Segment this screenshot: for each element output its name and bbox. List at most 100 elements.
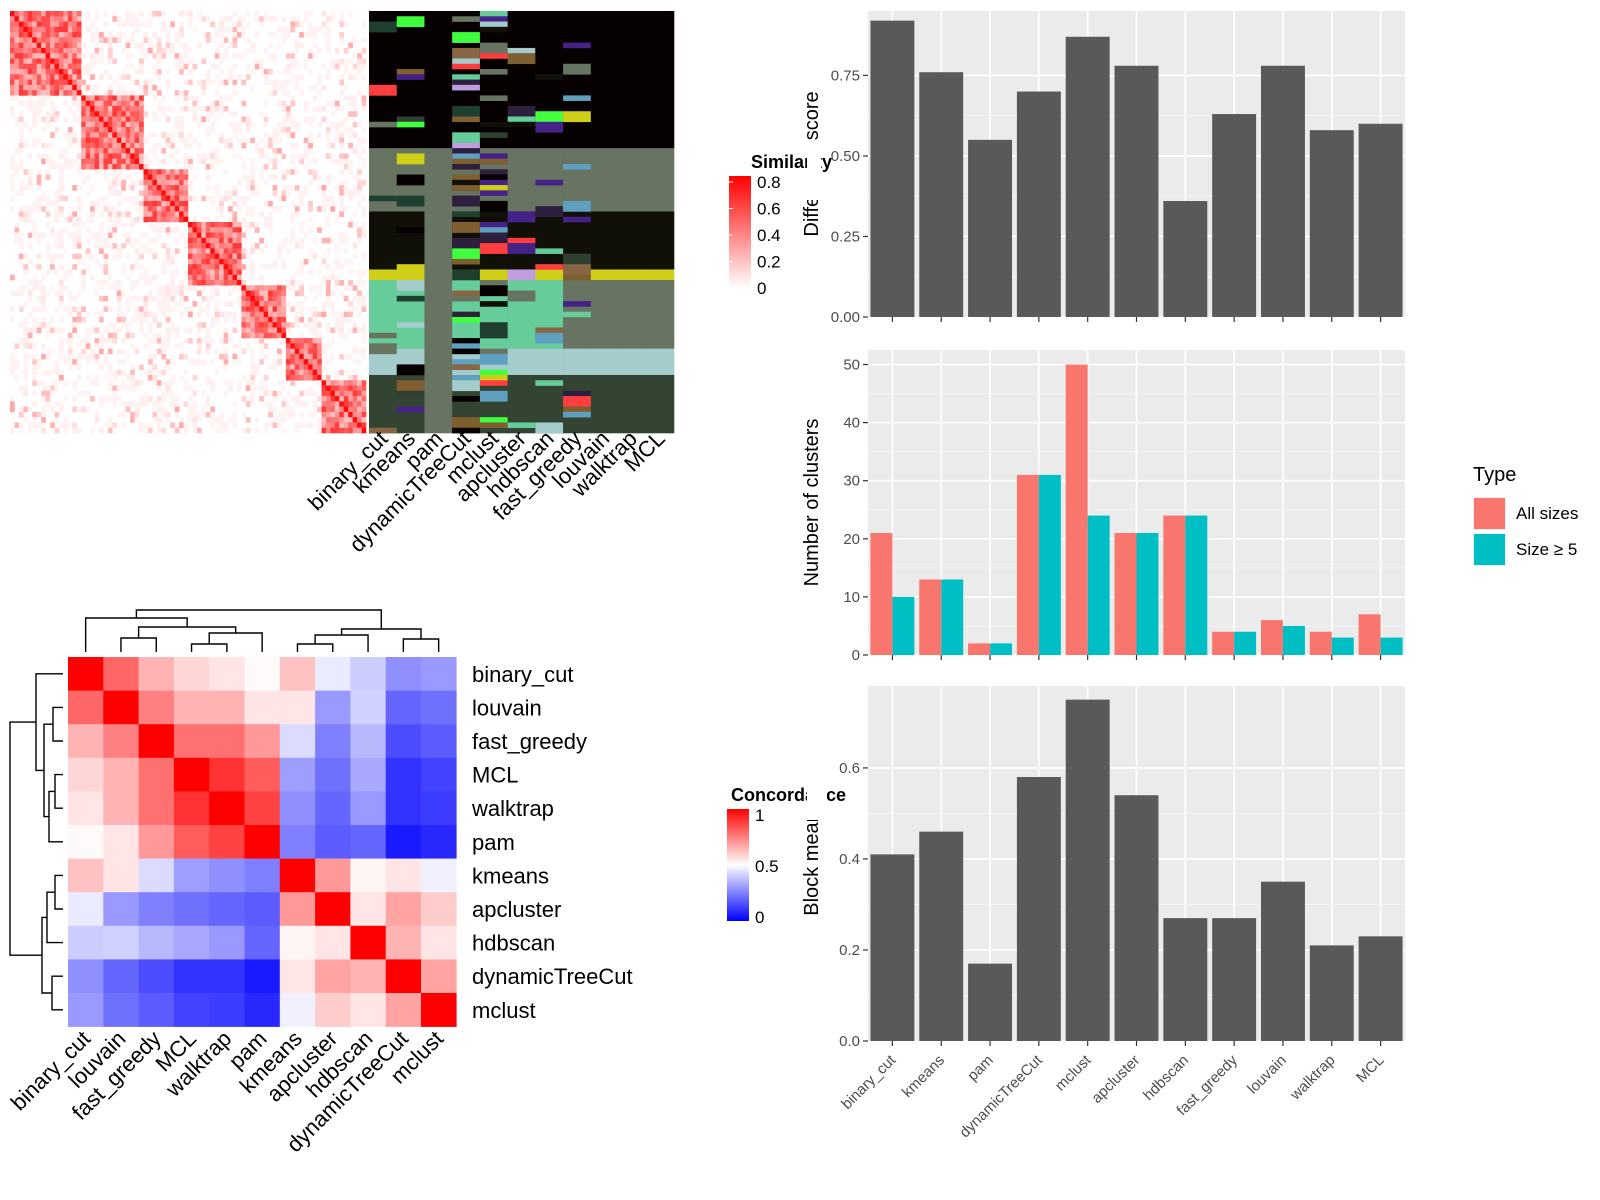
similarity-cell: [54, 74, 60, 80]
label-segment: [507, 37, 536, 43]
similarity-cell: [196, 11, 202, 17]
similarity-cell: [130, 216, 135, 223]
similarity-cell: [152, 211, 158, 218]
similarity-cell: [348, 58, 353, 65]
similarity-cell: [348, 285, 353, 291]
concordance-cell: [315, 825, 351, 859]
similarity-cell: [161, 390, 167, 397]
similarity-cell: [196, 290, 202, 297]
similarity-cell: [147, 295, 153, 302]
bar: [968, 139, 1013, 317]
label-segment: [369, 195, 398, 202]
similarity-cell: [67, 74, 73, 80]
similarity-cell: [312, 359, 318, 365]
similarity-cell: [321, 253, 327, 260]
similarity-cell: [85, 111, 91, 117]
similarity-cell: [201, 253, 207, 260]
similarity-cell: [308, 390, 313, 397]
similarity-cell: [290, 380, 296, 386]
similarity-cell: [205, 37, 211, 43]
similarity-cell: [210, 248, 215, 254]
similarity-cell: [90, 142, 95, 149]
similarity-cell: [192, 216, 198, 223]
similarity-cell: [50, 200, 55, 207]
similarity-cell: [165, 169, 171, 175]
similarity-cell: [161, 195, 167, 202]
similarity-cell: [192, 237, 198, 244]
similarity-cell: [325, 396, 331, 402]
similarity-cell: [41, 116, 46, 123]
similarity-cell: [85, 100, 91, 107]
similarity-cell: [72, 222, 78, 228]
similarity-cell: [45, 32, 51, 38]
similarity-cell: [121, 359, 126, 365]
similarity-cell: [134, 79, 140, 86]
similarity-cell: [147, 237, 153, 244]
similarity-cell: [72, 237, 78, 244]
similarity-cell: [308, 116, 313, 123]
similarity-cell: [183, 153, 189, 160]
similarity-cell: [303, 338, 309, 344]
similarity-cell: [152, 111, 158, 117]
similarity-cell: [67, 348, 73, 355]
similarity-cell: [125, 116, 131, 123]
similarity-cell: [303, 142, 309, 149]
similarity-cell: [143, 179, 149, 186]
similarity-cell: [112, 16, 118, 22]
similarity-cell: [245, 127, 251, 133]
similarity-cell: [76, 390, 82, 397]
similarity-cell: [45, 174, 51, 181]
similarity-cell: [27, 353, 33, 360]
label-segment: [507, 237, 536, 244]
similarity-cell: [170, 105, 175, 112]
bar: [1309, 631, 1332, 655]
similarity-cell: [339, 16, 345, 22]
similarity-cell: [254, 322, 260, 328]
similarity-cell: [317, 422, 322, 429]
similarity-cell: [121, 179, 126, 186]
similarity-cell: [27, 338, 33, 344]
similarity-cell: [116, 280, 122, 286]
similarity-cell: [170, 374, 175, 381]
similarity-cell: [281, 301, 287, 307]
label-band: [424, 148, 453, 212]
similarity-cell: [58, 53, 64, 59]
similarity-cell: [210, 380, 215, 386]
similarity-cell: [348, 269, 353, 276]
similarity-cell: [116, 295, 122, 302]
similarity-cell: [192, 390, 198, 397]
similarity-cell: [339, 353, 345, 360]
similarity-cell: [312, 295, 318, 302]
similarity-cell: [325, 295, 331, 302]
similarity-cell: [99, 137, 104, 144]
concordance-cell: [103, 959, 139, 994]
similarity-cell: [352, 132, 358, 138]
similarity-cell: [161, 427, 167, 434]
concordance-cell: [315, 657, 351, 691]
similarity-cell: [32, 232, 37, 239]
similarity-cell: [294, 280, 300, 286]
label-band: [618, 269, 647, 281]
similarity-cell: [165, 195, 171, 202]
similarity-cell: [41, 306, 46, 312]
similarity-cell: [281, 174, 287, 181]
similarity-cell: [268, 158, 273, 165]
similarity-cell: [161, 243, 167, 249]
similarity-cell: [94, 411, 100, 418]
concordance-cell: [209, 757, 245, 792]
similarity-cell: [219, 243, 224, 249]
similarity-cell: [343, 369, 349, 376]
similarity-cell: [245, 311, 251, 318]
similarity-cell: [170, 401, 175, 407]
similarity-cell: [299, 338, 304, 344]
similarity-cell: [352, 63, 358, 70]
similarity-cell: [134, 137, 140, 144]
similarity-cell: [259, 285, 264, 291]
similarity-cell: [357, 137, 362, 144]
concordance-cell: [244, 657, 281, 691]
similarity-cell: [107, 90, 113, 96]
similarity-cell: [58, 285, 64, 291]
similarity-cell: [125, 332, 131, 339]
similarity-cell: [263, 385, 269, 392]
similarity-cell: [41, 295, 46, 302]
